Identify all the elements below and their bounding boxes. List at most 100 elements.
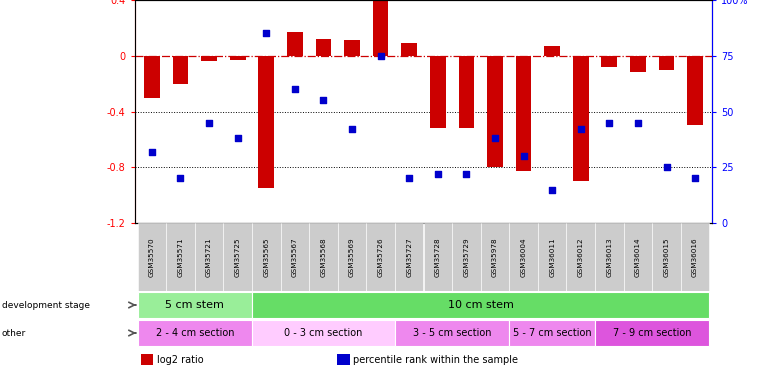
Bar: [395, 223, 424, 291]
Bar: [573, 56, 588, 181]
Bar: [509, 320, 595, 346]
Bar: [223, 223, 252, 291]
Bar: [595, 223, 624, 291]
Bar: [452, 223, 480, 291]
Bar: [166, 223, 195, 291]
Bar: [601, 56, 618, 67]
Text: GSM35727: GSM35727: [407, 237, 412, 277]
Bar: [172, 56, 189, 84]
Text: 5 - 7 cm section: 5 - 7 cm section: [513, 328, 591, 338]
Bar: [229, 56, 246, 60]
Point: [489, 135, 501, 141]
Bar: [316, 39, 331, 56]
Bar: [344, 40, 360, 56]
Point: [232, 135, 244, 141]
Bar: [140, 354, 153, 365]
Bar: [630, 56, 646, 72]
Bar: [544, 46, 560, 56]
Bar: [138, 292, 252, 318]
Point: [517, 153, 530, 159]
Text: 0 - 3 cm section: 0 - 3 cm section: [284, 328, 363, 338]
Text: GSM36011: GSM36011: [549, 237, 555, 277]
Bar: [595, 320, 709, 346]
Text: GSM35728: GSM35728: [435, 237, 440, 277]
Point: [403, 176, 415, 181]
Text: log2 ratio: log2 ratio: [157, 355, 203, 364]
Bar: [367, 223, 395, 291]
Point: [689, 176, 701, 181]
Point: [346, 126, 358, 132]
Text: development stage: development stage: [2, 300, 89, 309]
Point: [203, 120, 216, 126]
Point: [146, 148, 158, 154]
Bar: [624, 223, 652, 291]
Bar: [458, 56, 474, 128]
Bar: [567, 223, 595, 291]
Point: [631, 120, 644, 126]
Bar: [287, 32, 303, 56]
Text: GSM35569: GSM35569: [349, 237, 355, 277]
Text: GSM36012: GSM36012: [578, 237, 584, 277]
Bar: [252, 223, 280, 291]
Text: 7 - 9 cm section: 7 - 9 cm section: [613, 328, 691, 338]
Text: GSM35729: GSM35729: [464, 237, 470, 277]
Text: GSM35721: GSM35721: [206, 237, 212, 277]
Bar: [430, 56, 446, 128]
Text: GSM35567: GSM35567: [292, 237, 298, 277]
Bar: [395, 320, 509, 346]
Text: GSM35570: GSM35570: [149, 237, 155, 277]
Bar: [509, 223, 538, 291]
Bar: [516, 56, 531, 171]
Text: GSM35726: GSM35726: [377, 237, 383, 277]
Text: GSM36015: GSM36015: [664, 237, 669, 277]
Bar: [280, 223, 309, 291]
Text: GSM36014: GSM36014: [635, 237, 641, 277]
Bar: [538, 223, 567, 291]
Bar: [487, 56, 503, 167]
Point: [603, 120, 615, 126]
Bar: [195, 223, 223, 291]
Point: [374, 53, 387, 59]
Point: [289, 86, 301, 92]
Text: GSM35571: GSM35571: [178, 237, 183, 277]
Point: [546, 186, 558, 192]
Text: 2 - 4 cm section: 2 - 4 cm section: [156, 328, 234, 338]
Bar: [681, 223, 709, 291]
Bar: [652, 223, 681, 291]
Bar: [373, 2, 389, 56]
Text: GSM35978: GSM35978: [492, 237, 498, 277]
Point: [574, 126, 587, 132]
Text: GSM36013: GSM36013: [606, 237, 612, 277]
Bar: [424, 223, 452, 291]
Text: GSM36004: GSM36004: [521, 237, 527, 277]
Bar: [338, 223, 367, 291]
Text: 10 cm stem: 10 cm stem: [447, 300, 514, 310]
Bar: [401, 43, 417, 56]
Point: [260, 30, 273, 36]
Point: [661, 164, 673, 170]
Bar: [688, 56, 703, 125]
Point: [174, 176, 186, 181]
Text: other: other: [2, 328, 25, 338]
Bar: [201, 56, 217, 62]
Text: GSM35568: GSM35568: [320, 237, 326, 277]
Bar: [138, 223, 166, 291]
Text: 3 - 5 cm section: 3 - 5 cm section: [413, 328, 491, 338]
Text: GSM35565: GSM35565: [263, 237, 270, 277]
Point: [432, 171, 444, 177]
Text: 5 cm stem: 5 cm stem: [166, 300, 224, 310]
Bar: [252, 320, 395, 346]
Bar: [309, 223, 338, 291]
Bar: [337, 354, 350, 365]
Bar: [480, 223, 509, 291]
Text: GSM36016: GSM36016: [692, 237, 698, 277]
Point: [460, 171, 473, 177]
Point: [317, 98, 330, 104]
Bar: [259, 56, 274, 188]
Text: percentile rank within the sample: percentile rank within the sample: [353, 355, 518, 364]
Bar: [138, 320, 252, 346]
Bar: [658, 56, 675, 70]
Bar: [144, 56, 159, 98]
Bar: [252, 292, 709, 318]
Text: GSM35725: GSM35725: [235, 237, 241, 277]
